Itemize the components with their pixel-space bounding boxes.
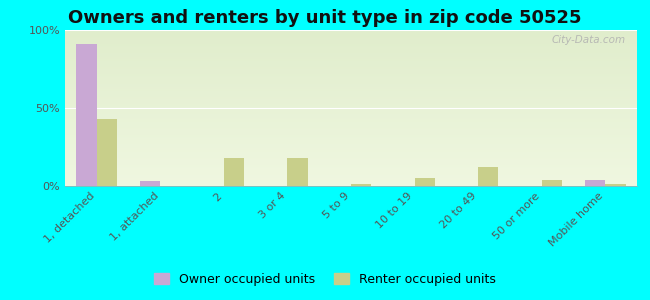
Bar <box>97 119 117 186</box>
Bar <box>140 181 161 186</box>
Bar <box>287 158 308 186</box>
Text: City-Data.com: City-Data.com <box>551 35 625 45</box>
Bar <box>77 44 97 186</box>
Text: Owners and renters by unit type in zip code 50525: Owners and renters by unit type in zip c… <box>68 9 582 27</box>
Bar <box>224 158 244 186</box>
Bar <box>605 184 625 186</box>
Bar <box>585 180 605 186</box>
Bar <box>351 184 371 186</box>
Bar <box>541 180 562 186</box>
Legend: Owner occupied units, Renter occupied units: Owner occupied units, Renter occupied un… <box>149 268 501 291</box>
Bar <box>415 178 435 186</box>
Bar <box>478 167 499 186</box>
